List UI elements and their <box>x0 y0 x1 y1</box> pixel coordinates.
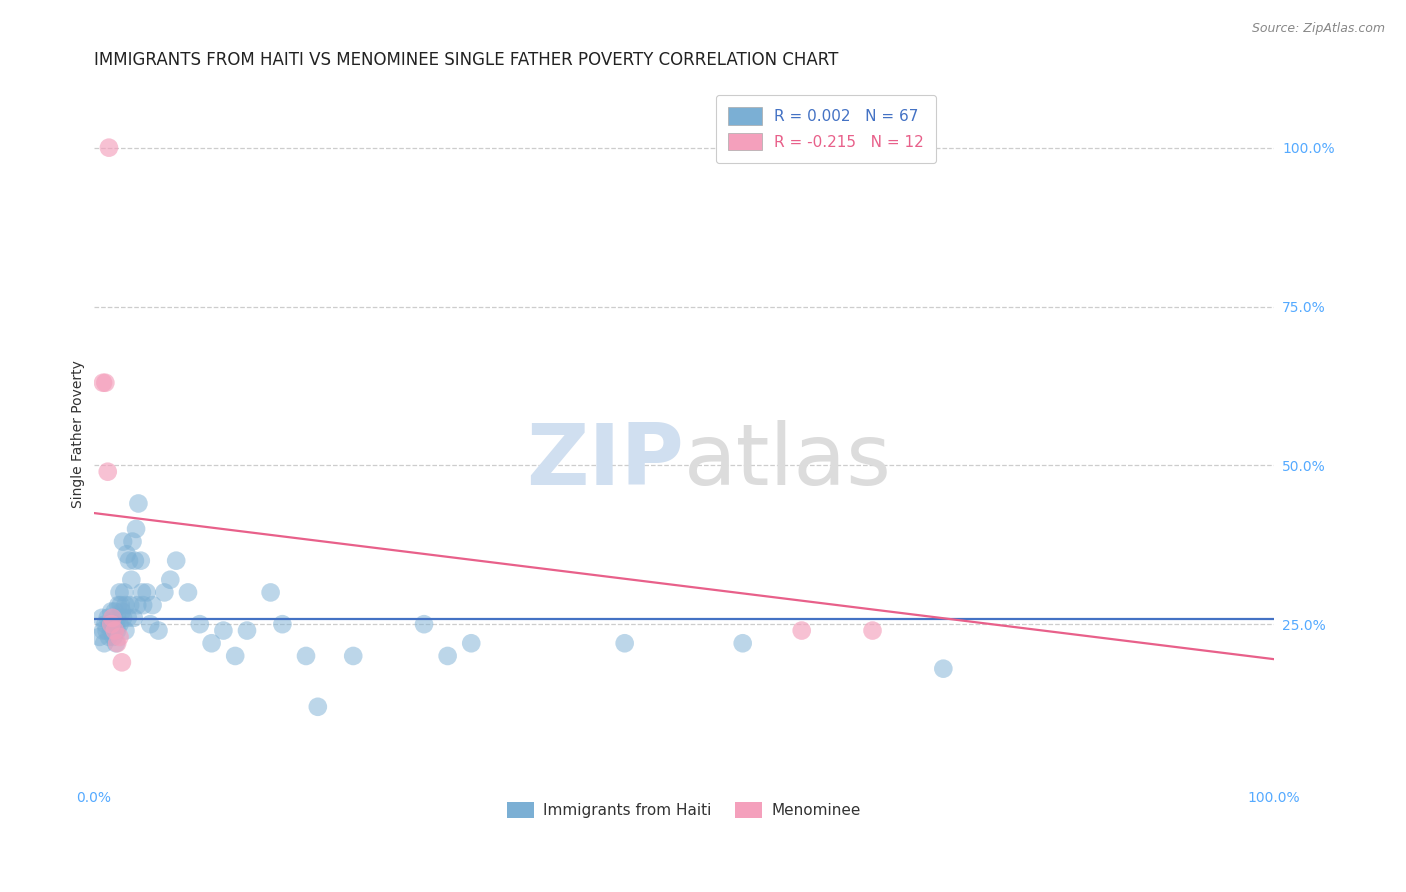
Point <box>101 611 124 625</box>
Point <box>731 636 754 650</box>
Point <box>115 547 138 561</box>
Point <box>97 611 120 625</box>
Point <box>108 630 131 644</box>
Point <box>100 624 122 638</box>
Point <box>142 598 165 612</box>
Point <box>105 624 128 638</box>
Point <box>129 554 152 568</box>
Point <box>271 617 294 632</box>
Point <box>112 585 135 599</box>
Point <box>111 605 134 619</box>
Point <box>342 648 364 663</box>
Point <box>139 617 162 632</box>
Point <box>93 636 115 650</box>
Point <box>125 522 148 536</box>
Y-axis label: Single Father Poverty: Single Father Poverty <box>72 359 86 508</box>
Point <box>97 630 120 644</box>
Point <box>96 624 118 638</box>
Point <box>135 585 157 599</box>
Point <box>613 636 636 650</box>
Point <box>98 617 121 632</box>
Point <box>97 465 120 479</box>
Point <box>132 598 155 612</box>
Point <box>103 630 125 644</box>
Legend: Immigrants from Haiti, Menominee: Immigrants from Haiti, Menominee <box>501 797 866 824</box>
Point <box>107 598 129 612</box>
Point <box>112 534 135 549</box>
Point <box>200 636 222 650</box>
Point <box>105 611 128 625</box>
Point <box>124 554 146 568</box>
Point <box>111 656 134 670</box>
Point <box>108 585 131 599</box>
Point <box>105 636 128 650</box>
Point <box>104 605 127 619</box>
Point <box>932 662 955 676</box>
Point <box>460 636 482 650</box>
Point <box>120 573 142 587</box>
Point <box>114 598 136 612</box>
Point <box>117 611 139 625</box>
Point <box>122 611 145 625</box>
Point <box>165 554 187 568</box>
Point <box>120 598 142 612</box>
Point <box>436 648 458 663</box>
Point <box>100 617 122 632</box>
Point <box>259 585 281 599</box>
Point <box>108 617 131 632</box>
Point <box>112 611 135 625</box>
Point <box>127 598 149 612</box>
Point <box>110 598 132 612</box>
Point <box>224 648 246 663</box>
Point <box>104 624 127 638</box>
Point <box>159 573 181 587</box>
Point <box>127 496 149 510</box>
Point <box>118 554 141 568</box>
Text: Source: ZipAtlas.com: Source: ZipAtlas.com <box>1251 22 1385 36</box>
Point <box>413 617 436 632</box>
Point <box>212 624 235 638</box>
Text: atlas: atlas <box>683 420 891 503</box>
Point <box>153 585 176 599</box>
Point <box>97 141 120 155</box>
Point <box>177 585 200 599</box>
Point <box>94 617 117 632</box>
Point <box>94 376 117 390</box>
Point <box>91 624 114 638</box>
Point <box>790 624 813 638</box>
Text: ZIP: ZIP <box>526 420 683 503</box>
Point <box>295 648 318 663</box>
Point <box>114 624 136 638</box>
Point <box>101 617 124 632</box>
Point <box>89 630 111 644</box>
Text: IMMIGRANTS FROM HAITI VS MENOMINEE SINGLE FATHER POVERTY CORRELATION CHART: IMMIGRANTS FROM HAITI VS MENOMINEE SINGL… <box>94 51 838 69</box>
Point <box>105 617 128 632</box>
Point <box>104 624 127 638</box>
Point <box>100 605 122 619</box>
Point <box>121 534 143 549</box>
Point <box>91 376 114 390</box>
Point <box>188 617 211 632</box>
Point <box>90 611 112 625</box>
Point <box>307 699 329 714</box>
Point <box>862 624 884 638</box>
Point <box>105 636 128 650</box>
Point <box>148 624 170 638</box>
Point <box>236 624 259 638</box>
Point <box>131 585 153 599</box>
